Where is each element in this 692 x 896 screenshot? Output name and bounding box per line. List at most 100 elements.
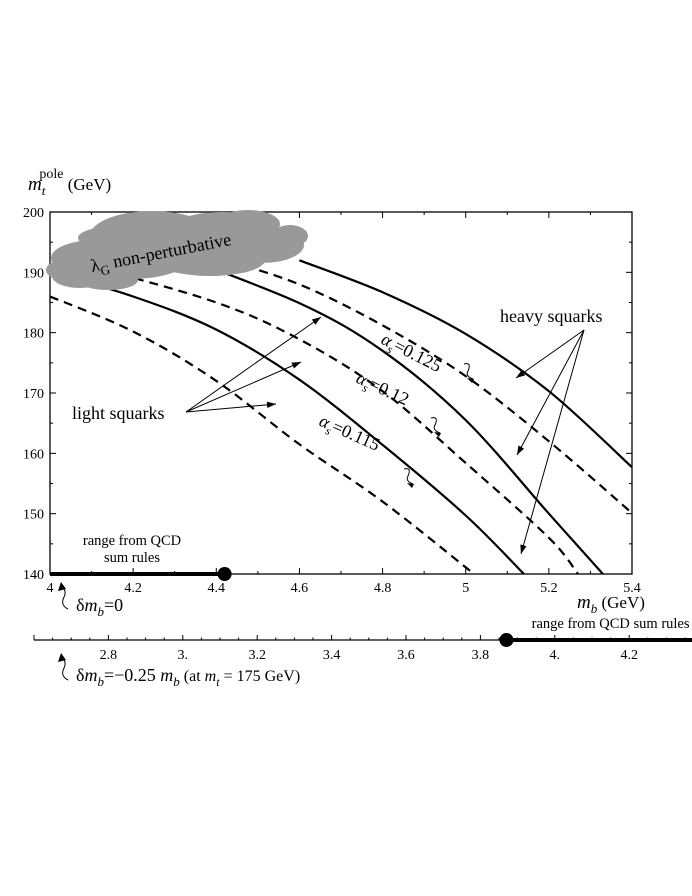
delta-sub: b (97, 604, 104, 619)
x-tick-label: 4.4 (208, 581, 226, 596)
x-tick-label: 5 (462, 581, 469, 596)
y-label-sub: t (42, 183, 46, 198)
y-tick-label: 180 (23, 327, 44, 342)
y-axis-label: mtpole (GeV) (28, 167, 111, 198)
alpha-arrow-012 (430, 417, 441, 434)
alpha-value: =0.125 (391, 335, 445, 376)
secondary-range-label: range from QCD sum rules (532, 616, 690, 632)
alpha-sub: s (323, 423, 333, 438)
y-tick-label: 200 (23, 206, 44, 221)
alpha-sub: s (385, 342, 396, 357)
cloud-label-lambda: λ (89, 255, 102, 276)
alpha-arrow-012-head (434, 432, 441, 437)
x-tick-label: 4.2 (124, 581, 142, 596)
nonperturbative-cloud (46, 210, 308, 290)
x-tick-label: 5.4 (623, 581, 641, 596)
alpha-arrow-0125-head (467, 378, 474, 383)
cloud-label-sub: G (99, 262, 111, 279)
light-squarks-label: light squarks (72, 403, 165, 423)
delta-zero-arrow-head (58, 582, 66, 591)
y-label-sup: pole (39, 167, 63, 182)
delta2-eq: =−0.25 (104, 665, 160, 685)
delta-zero-arrow (61, 586, 69, 610)
cloud-puff (216, 210, 280, 238)
y-tick-label: 190 (23, 266, 44, 281)
secondary-tick-label: 3.2 (248, 648, 266, 663)
light-arrow-3-head (266, 401, 276, 408)
heavy-squarks-label: heavy squarks (500, 306, 602, 326)
qcd-range-endpoint (217, 567, 232, 581)
secondary-tick-label: 4. (550, 648, 561, 663)
plot-area: 140 150 160 170 180 190 200 4 4.2 4.4 4.6 4.8 5 5.2 5.… (23, 167, 692, 689)
light-arrow-3 (185, 403, 277, 413)
curves (50, 253, 632, 574)
y-tick-label: 170 (23, 387, 44, 402)
delta2-symbol: δ (76, 665, 84, 685)
alpha-arrow-0115 (403, 468, 414, 485)
y-tick-label: 150 (23, 508, 44, 523)
light-arrow-1 (185, 316, 322, 413)
y-tick-label: 140 (23, 568, 44, 583)
delta-m: m (84, 595, 97, 615)
delta2-rest: = 175 GeV) (220, 668, 301, 685)
x-axis-label: mb (GeV) (577, 592, 645, 616)
y-tick-label: 160 (23, 447, 44, 462)
cloud-puff (78, 270, 138, 290)
delta2-sub: b (97, 674, 104, 689)
light-arrow-2-head (291, 362, 301, 369)
delta2-sub3: t (216, 675, 220, 689)
delta2-m: m (84, 665, 97, 685)
qcd-range-label: sum rules (104, 550, 160, 566)
heavy-arrow-3-head (520, 544, 527, 554)
alpha-arrow-0125 (463, 363, 474, 380)
x-label-unit: (GeV) (597, 593, 645, 612)
x-label-base: m (577, 592, 591, 613)
y-label-unit: (GeV) (63, 175, 111, 194)
heavy-arrow-1 (515, 329, 585, 379)
x-label-sub: b (591, 601, 598, 616)
x-tick-label: 4 (47, 581, 54, 596)
delta-rest: =0 (104, 595, 123, 615)
light-arrow-2 (185, 361, 302, 413)
delta-zero-label: δmb=0 (76, 595, 123, 619)
alpha-arrow-0115-head (407, 483, 414, 488)
heavy-arrow-2-head (517, 445, 525, 455)
heavy-arrow-1-head (516, 370, 526, 378)
light-squark-curve (91, 265, 579, 574)
secondary-tick-label: 3.8 (472, 648, 490, 663)
secondary-tick-label: 4.2 (620, 648, 638, 663)
delta2-m2: m (160, 665, 173, 685)
alpha-s-label: αs=0.12 (352, 367, 413, 412)
cloud-puff (272, 225, 308, 247)
x-tick-label: 5.2 (540, 581, 558, 596)
delta2-m3: m (205, 668, 217, 685)
cloud-puff (46, 261, 74, 279)
heavy-arrow-2 (516, 329, 585, 456)
x-tick-label: 4.6 (291, 581, 309, 596)
delta-secondary-arrow (61, 657, 69, 681)
y-label-base: m (28, 174, 42, 195)
qcd-range-label: range from QCD (83, 533, 181, 549)
secondary-range-start (499, 633, 514, 647)
heavy-arrow-3 (520, 329, 585, 555)
delta-secondary-label: δmb=−0.25 mb (at mt = 175 GeV) (76, 665, 300, 689)
heavy-squark-curve (174, 253, 604, 574)
delta2-sub2: b (173, 674, 180, 689)
light-squark-curve (50, 295, 475, 574)
delta2-at: (at (180, 668, 205, 685)
secondary-tick-label: 2.8 (100, 648, 118, 663)
delta-symbol: δ (76, 595, 84, 615)
alpha-sub: s (360, 381, 370, 396)
secondary-tick-label: 3.4 (323, 648, 341, 663)
heavy-squark-curve (299, 259, 632, 469)
secondary-tick-label: 3. (178, 648, 189, 663)
light-squark-curve (215, 256, 632, 514)
cloud-puff (78, 226, 158, 250)
secondary-tick-label: 3.6 (397, 648, 415, 663)
delta-secondary-arrow-head (58, 653, 66, 662)
alpha-value: =0.12 (366, 373, 412, 409)
x-tick-label: 4.8 (374, 581, 392, 596)
heavy-squark-curve (50, 271, 525, 574)
light-arrow-1-head (311, 317, 321, 325)
